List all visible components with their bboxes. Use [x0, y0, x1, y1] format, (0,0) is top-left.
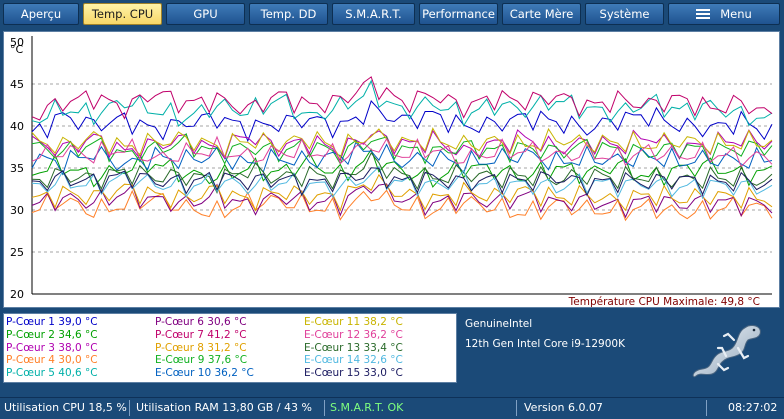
cpu-model: 12th Gen Intel Core i9-12900K [465, 338, 625, 350]
legend-item: E-Cœur 12 36,2 °C [304, 328, 403, 341]
y-tick-label: 30 [10, 204, 24, 217]
tab-performance[interactable]: Performance [419, 3, 498, 25]
tab-temp-cpu[interactable]: Temp. CPU [83, 3, 162, 25]
series-line [31, 167, 773, 197]
legend-panel: P-Cœur 1 39,0 °C P-Cœur 2 34,6 °C P-Cœur 3… [3, 313, 457, 383]
cpu-vendor: GenuineIntel [465, 318, 533, 330]
legend-item: E-Cœur 10 36,2 °C [155, 367, 254, 380]
legend-item: P-Cœur 7 41,2 °C [155, 328, 247, 341]
series-line [31, 100, 773, 143]
max-temperature-label: Température CPU Maximale: 49,8 °C [568, 296, 760, 307]
tab-systeme[interactable]: Système [585, 3, 664, 25]
ram-usage-status: Utilisation RAM 13,80 GB / 43 % [136, 401, 312, 414]
y-axis-unit: °C [10, 43, 24, 56]
cpu-usage-status: Utilisation CPU 18,5 % [4, 401, 127, 414]
series-line [31, 135, 773, 168]
legend-item: P-Cœur 3 38,0 °C [6, 341, 98, 354]
y-tick-label: 50 [10, 36, 24, 49]
legend-item: E-Cœur 11 38,2 °C [304, 316, 403, 328]
legend-item: E-Cœur 9 37,6 °C [155, 354, 248, 367]
series-line [31, 127, 773, 159]
tab-bar: Aperçu Temp. CPU GPU Temp. DD S.M.A.R.T.… [0, 0, 784, 30]
menu-button[interactable]: Menu [668, 3, 780, 25]
legend-item: P-Cœur 5 40,6 °C [6, 367, 98, 380]
y-tick-label: 25 [10, 246, 24, 259]
series-line [31, 152, 773, 194]
y-tick-label: 40 [10, 120, 24, 133]
y-tick-label: 20 [10, 288, 24, 301]
hamburger-menu-icon [696, 7, 711, 21]
series-line [31, 79, 773, 127]
cpu-temperature-chart: °C 50 45 40 35 30 25 20 Température CPU Maximale… [3, 31, 780, 308]
legend-item: P-Cœur 1 39,0 °C [6, 316, 98, 328]
series-line [31, 76, 773, 121]
menu-label: Menu [720, 7, 752, 21]
version-status: Version 6.0.07 [524, 401, 603, 414]
legend-item: E-Cœur 15 33,0 °C [304, 367, 403, 380]
legend-item: E-Cœur 14 32,6 °C [304, 354, 403, 367]
salamander-logo-icon [692, 325, 761, 378]
clock-status: 08:27:02 [728, 401, 778, 414]
chart-svg: °C50 45 40 35 30 25 20 Température CPU Maximale… [10, 36, 773, 307]
series-line [31, 173, 773, 212]
series-line [31, 141, 773, 176]
legend-item: P-Cœur 6 30,6 °C [155, 316, 247, 328]
series-line [31, 183, 773, 219]
y-tick-label: 45 [10, 78, 24, 91]
tab-temp-dd[interactable]: Temp. DD [249, 3, 328, 25]
tab-apercu[interactable]: Aperçu [3, 3, 79, 25]
tab-smart[interactable]: S.M.A.R.T. [332, 3, 415, 25]
y-tick-label: 35 [10, 162, 24, 175]
series-line [31, 165, 773, 200]
legend-item: P-Cœur 2 34,6 °C [6, 328, 98, 341]
legend-item: P-Cœur 8 31,2 °C [155, 341, 247, 354]
legend-item: P-Cœur 4 30,0 °C [6, 354, 98, 367]
smart-status: S.M.A.R.T. OK [330, 401, 404, 414]
tab-gpu[interactable]: GPU [166, 3, 245, 25]
status-bar: Utilisation CPU 18,5 % Utilisation RAM 1… [0, 397, 784, 419]
legend-item: E-Cœur 13 33,4 °C [304, 341, 403, 354]
series-line [31, 148, 773, 188]
tab-carte-mere[interactable]: Carte Mère [502, 3, 581, 25]
